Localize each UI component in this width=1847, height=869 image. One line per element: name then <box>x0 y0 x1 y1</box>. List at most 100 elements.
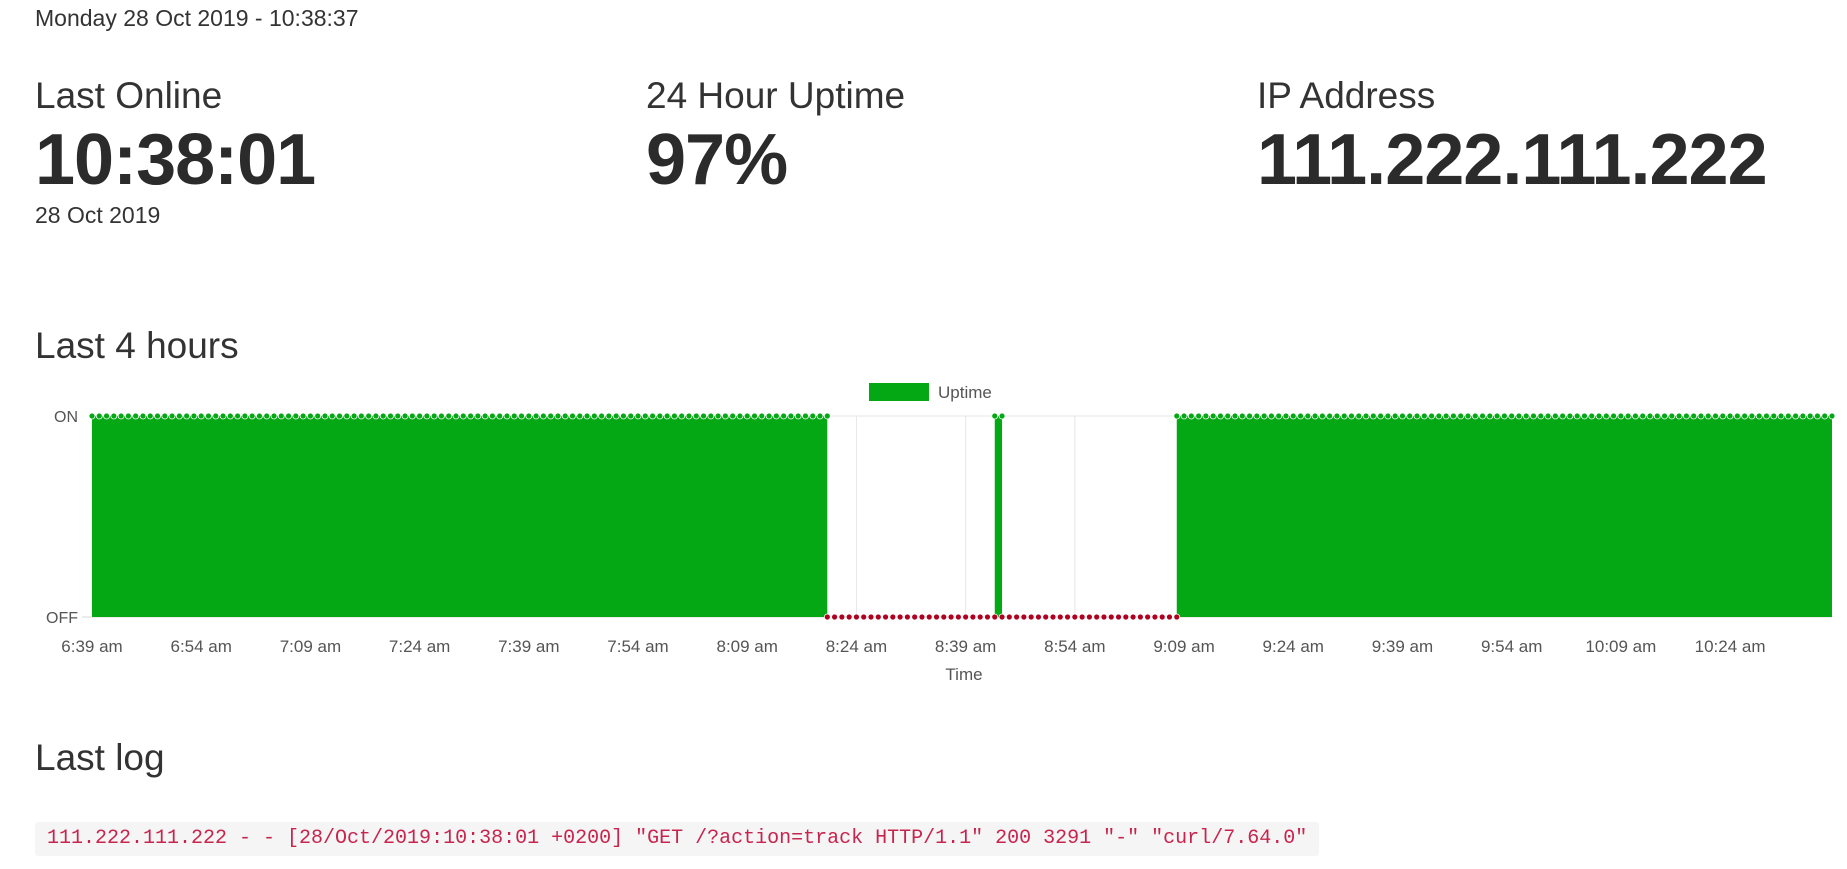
data-point <box>1639 412 1647 420</box>
data-point <box>350 412 358 420</box>
data-point <box>991 613 999 621</box>
data-point <box>751 412 758 420</box>
data-point <box>1253 412 1261 420</box>
data-point <box>1005 613 1013 621</box>
data-point <box>1297 412 1304 420</box>
data-point <box>1275 412 1283 420</box>
data-point <box>1384 412 1392 420</box>
data-point <box>321 412 329 420</box>
last-online-date: 28 Oct 2019 <box>35 202 161 228</box>
data-point <box>401 412 409 420</box>
data-point <box>438 412 445 420</box>
data-point <box>1646 412 1654 420</box>
data-point <box>452 412 460 420</box>
x-axis-title: Time <box>945 665 982 684</box>
data-point <box>954 613 962 621</box>
data-point <box>1588 412 1596 420</box>
data-point <box>219 412 227 420</box>
data-point <box>561 412 569 420</box>
data-point <box>1282 412 1290 420</box>
x-tick-label: 8:54 am <box>1044 637 1105 656</box>
data-point <box>1027 613 1035 621</box>
data-point <box>1806 412 1814 420</box>
data-point <box>671 412 678 420</box>
data-point <box>1355 412 1363 420</box>
x-tick-label: 7:39 am <box>498 637 559 656</box>
x-tick-label: 7:24 am <box>389 637 450 656</box>
data-point <box>845 613 853 621</box>
data-point <box>736 412 744 420</box>
data-point <box>430 412 438 420</box>
x-tick-label: 9:09 am <box>1153 637 1214 656</box>
data-point <box>1035 613 1042 621</box>
data-point <box>1231 412 1239 420</box>
x-tick-label: 7:09 am <box>280 637 341 656</box>
data-point <box>1391 412 1399 420</box>
data-point <box>1479 412 1486 420</box>
data-point <box>256 412 263 420</box>
data-point <box>874 613 882 621</box>
data-point <box>649 412 656 420</box>
data-point <box>1566 412 1574 420</box>
data-point <box>496 412 504 420</box>
data-point <box>226 412 234 420</box>
data-point <box>765 412 773 420</box>
data-point <box>925 613 933 621</box>
data-point <box>1180 412 1188 420</box>
data-point <box>1311 412 1319 420</box>
data-point <box>816 412 824 420</box>
data-point <box>139 412 147 420</box>
data-point <box>1828 412 1836 420</box>
y-tick-label: OFF <box>46 610 78 627</box>
data-point <box>663 412 671 420</box>
data-point <box>569 412 576 420</box>
data-point <box>1224 412 1232 420</box>
data-point <box>1500 412 1508 420</box>
data-point <box>576 412 584 420</box>
data-point <box>481 412 489 420</box>
data-point <box>1202 412 1210 420</box>
data-point <box>823 613 831 621</box>
data-point <box>1668 412 1676 420</box>
data-point <box>984 613 991 621</box>
data-point <box>1675 412 1683 420</box>
data-point <box>1064 613 1071 621</box>
data-point <box>1268 412 1275 420</box>
data-point <box>110 412 118 420</box>
x-tick-label: 7:54 am <box>607 637 668 656</box>
data-point <box>1238 412 1246 420</box>
data-point <box>772 412 780 420</box>
x-tick-label: 10:24 am <box>1695 637 1766 656</box>
data-point <box>605 412 613 420</box>
data-point <box>408 412 416 420</box>
data-point <box>947 613 955 621</box>
x-tick-label: 8:39 am <box>935 637 996 656</box>
data-point <box>1573 412 1581 420</box>
data-point <box>1217 412 1224 420</box>
uptime-chart: OFF ON 6:39 am 6:54 am 7:09 am 7:24 am 7:39 am… <box>46 383 1836 684</box>
data-point <box>467 412 474 420</box>
legend-swatch <box>869 383 929 401</box>
data-point <box>809 412 817 420</box>
data-point <box>1158 613 1166 621</box>
data-point <box>823 412 831 420</box>
data-point <box>1100 613 1108 621</box>
data-point <box>1748 412 1756 420</box>
data-point <box>1602 412 1610 420</box>
log-section-title: Last log <box>35 737 165 778</box>
data-point <box>1326 412 1334 420</box>
uptime-area <box>1176 416 1832 617</box>
data-point <box>197 412 205 420</box>
data-point <box>503 412 511 420</box>
data-point <box>998 412 1006 420</box>
data-point <box>117 412 125 420</box>
data-point <box>510 412 518 420</box>
data-point <box>1624 412 1632 420</box>
data-point <box>1442 412 1450 420</box>
data-point <box>1682 412 1690 420</box>
data-point <box>205 412 212 420</box>
data-point <box>394 412 402 420</box>
data-point <box>976 613 984 621</box>
data-point <box>853 613 860 621</box>
data-point <box>1493 412 1501 420</box>
